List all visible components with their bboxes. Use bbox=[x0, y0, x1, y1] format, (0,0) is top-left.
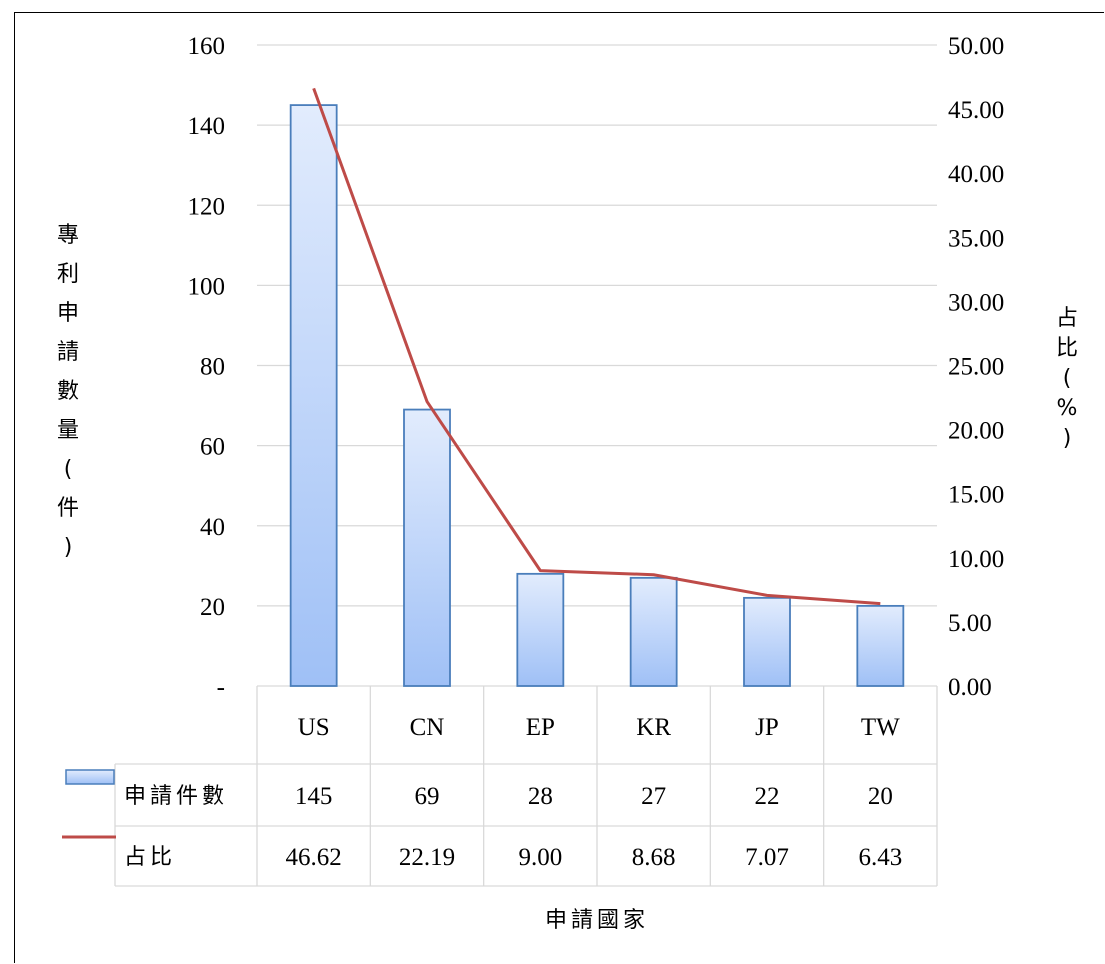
right-tick-label: 5.00 bbox=[948, 610, 992, 637]
right-tick-label: 15.00 bbox=[948, 482, 1004, 509]
left-tick-label: 120 bbox=[188, 193, 226, 220]
x-axis-title: 申請國家 bbox=[545, 908, 649, 933]
category-label: KR bbox=[636, 714, 671, 741]
right-tick-label: 0.00 bbox=[948, 674, 992, 701]
left-tick-label: 100 bbox=[188, 273, 226, 300]
left-tick-label: - bbox=[217, 674, 225, 701]
line-series bbox=[312, 87, 881, 606]
right-tick-label: 30.00 bbox=[948, 289, 1004, 316]
bar bbox=[629, 576, 678, 687]
table-cell: 46.62 bbox=[286, 844, 342, 871]
left-tick-label: 160 bbox=[188, 33, 226, 60]
table-cell: 8.68 bbox=[632, 844, 676, 871]
chart-frame bbox=[14, 12, 1104, 963]
table-cell: 20 bbox=[868, 783, 893, 810]
gridlines bbox=[257, 44, 937, 607]
y-axis-left-title: 專利申請數量(件) bbox=[57, 223, 79, 560]
bar bbox=[856, 604, 905, 687]
bar bbox=[516, 572, 565, 687]
right-tick-label: 10.00 bbox=[948, 546, 1004, 573]
right-tick-label: 45.00 bbox=[948, 97, 1004, 124]
right-tick-label: 20.00 bbox=[948, 418, 1004, 445]
category-label: US bbox=[298, 714, 330, 741]
table-cell: 145 bbox=[295, 783, 333, 810]
bar bbox=[403, 408, 451, 687]
table-cell: 69 bbox=[415, 783, 440, 810]
data-table: US CN EP KR JP TW 申請件數 145 69 28 27 22 20 占比 46.62 22.1… bbox=[62, 685, 938, 887]
axis-labels: - 20 40 60 80 100 120 140 160 0.00 5.00 10.00 15.00 2… bbox=[57, 33, 1078, 933]
row-label: 占比 bbox=[124, 845, 176, 870]
legend-key-bar bbox=[65, 769, 115, 785]
left-tick-label: 60 bbox=[200, 434, 225, 461]
right-tick-label: 35.00 bbox=[948, 225, 1004, 252]
y-axis-right-title: 占比(%) bbox=[1056, 306, 1078, 451]
category-label: EP bbox=[526, 714, 555, 741]
table-cell: 28 bbox=[528, 783, 553, 810]
row-label: 申請件數 bbox=[124, 784, 228, 809]
table-cell: 22.19 bbox=[399, 844, 455, 871]
bar bbox=[743, 596, 791, 687]
category-label: CN bbox=[410, 714, 445, 741]
table-cell: 9.00 bbox=[518, 844, 562, 871]
bar bbox=[289, 104, 338, 687]
category-label: TW bbox=[861, 714, 900, 741]
right-tick-label: 40.00 bbox=[948, 161, 1004, 188]
table-cell: 7.07 bbox=[745, 844, 789, 871]
left-tick-label: 80 bbox=[200, 354, 225, 381]
left-tick-label: 20 bbox=[200, 594, 225, 621]
right-tick-label: 25.00 bbox=[948, 354, 1004, 381]
table-cell: 27 bbox=[641, 783, 666, 810]
table-cell: 6.43 bbox=[858, 844, 902, 871]
left-tick-label: 40 bbox=[200, 514, 225, 541]
left-tick-label: 140 bbox=[188, 113, 226, 140]
category-label: JP bbox=[755, 714, 779, 741]
bar-series bbox=[289, 104, 905, 687]
table-cell: 22 bbox=[755, 783, 780, 810]
right-tick-label: 50.00 bbox=[948, 33, 1004, 60]
share-line bbox=[312, 87, 881, 606]
